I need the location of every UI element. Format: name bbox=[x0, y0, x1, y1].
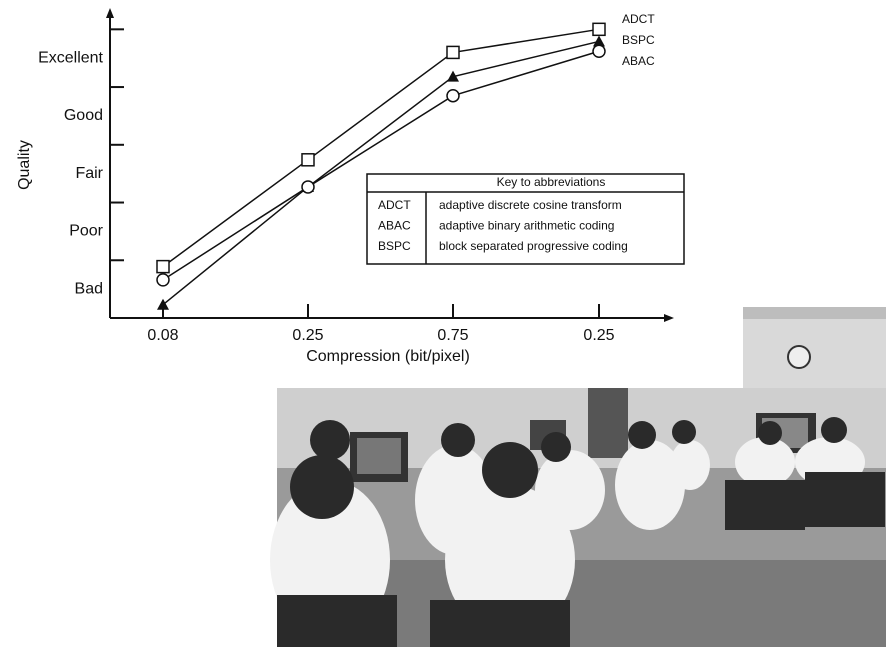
series-line bbox=[163, 41, 599, 304]
marker bbox=[302, 154, 314, 166]
marker bbox=[593, 45, 605, 57]
y-tick-label: Fair bbox=[75, 165, 103, 182]
legend-label: ADCT bbox=[622, 12, 655, 26]
key-abbreviation: BSPC bbox=[378, 239, 411, 253]
y-tick-label: Poor bbox=[69, 223, 103, 240]
x-tick-label: 0.75 bbox=[437, 327, 468, 344]
y-axis-label: Quality bbox=[16, 140, 33, 190]
legend-label: BSPC bbox=[622, 33, 655, 47]
marker bbox=[302, 181, 314, 193]
page: Quality Compression (bit/pixel) Key to a… bbox=[0, 0, 886, 647]
marker bbox=[447, 46, 459, 58]
marker bbox=[593, 23, 605, 35]
x-axis-arrow bbox=[664, 314, 674, 322]
key-title: Key to abbreviations bbox=[497, 175, 606, 189]
legend-label: ABAC bbox=[622, 54, 655, 68]
x-tick-label: 0.08 bbox=[147, 327, 178, 344]
x-tick-label: 0.25 bbox=[292, 327, 323, 344]
marker bbox=[157, 261, 169, 273]
marker bbox=[157, 274, 169, 286]
key-abbreviation: ADCT bbox=[378, 198, 411, 212]
y-tick-label: Bad bbox=[75, 280, 103, 297]
key-meaning: block separated progressive coding bbox=[439, 239, 628, 253]
key-meaning: adaptive discrete cosine transform bbox=[439, 198, 622, 212]
x-tick-label: 0.25 bbox=[583, 327, 614, 344]
y-tick-label: Excellent bbox=[38, 49, 103, 66]
x-axis-label: Compression (bit/pixel) bbox=[306, 348, 470, 365]
y-axis-arrow bbox=[106, 8, 114, 18]
marker bbox=[447, 90, 459, 102]
key-abbreviation: ABAC bbox=[378, 219, 411, 233]
key-meaning: adaptive binary arithmetic coding bbox=[439, 219, 614, 233]
y-tick-label: Good bbox=[64, 107, 103, 124]
